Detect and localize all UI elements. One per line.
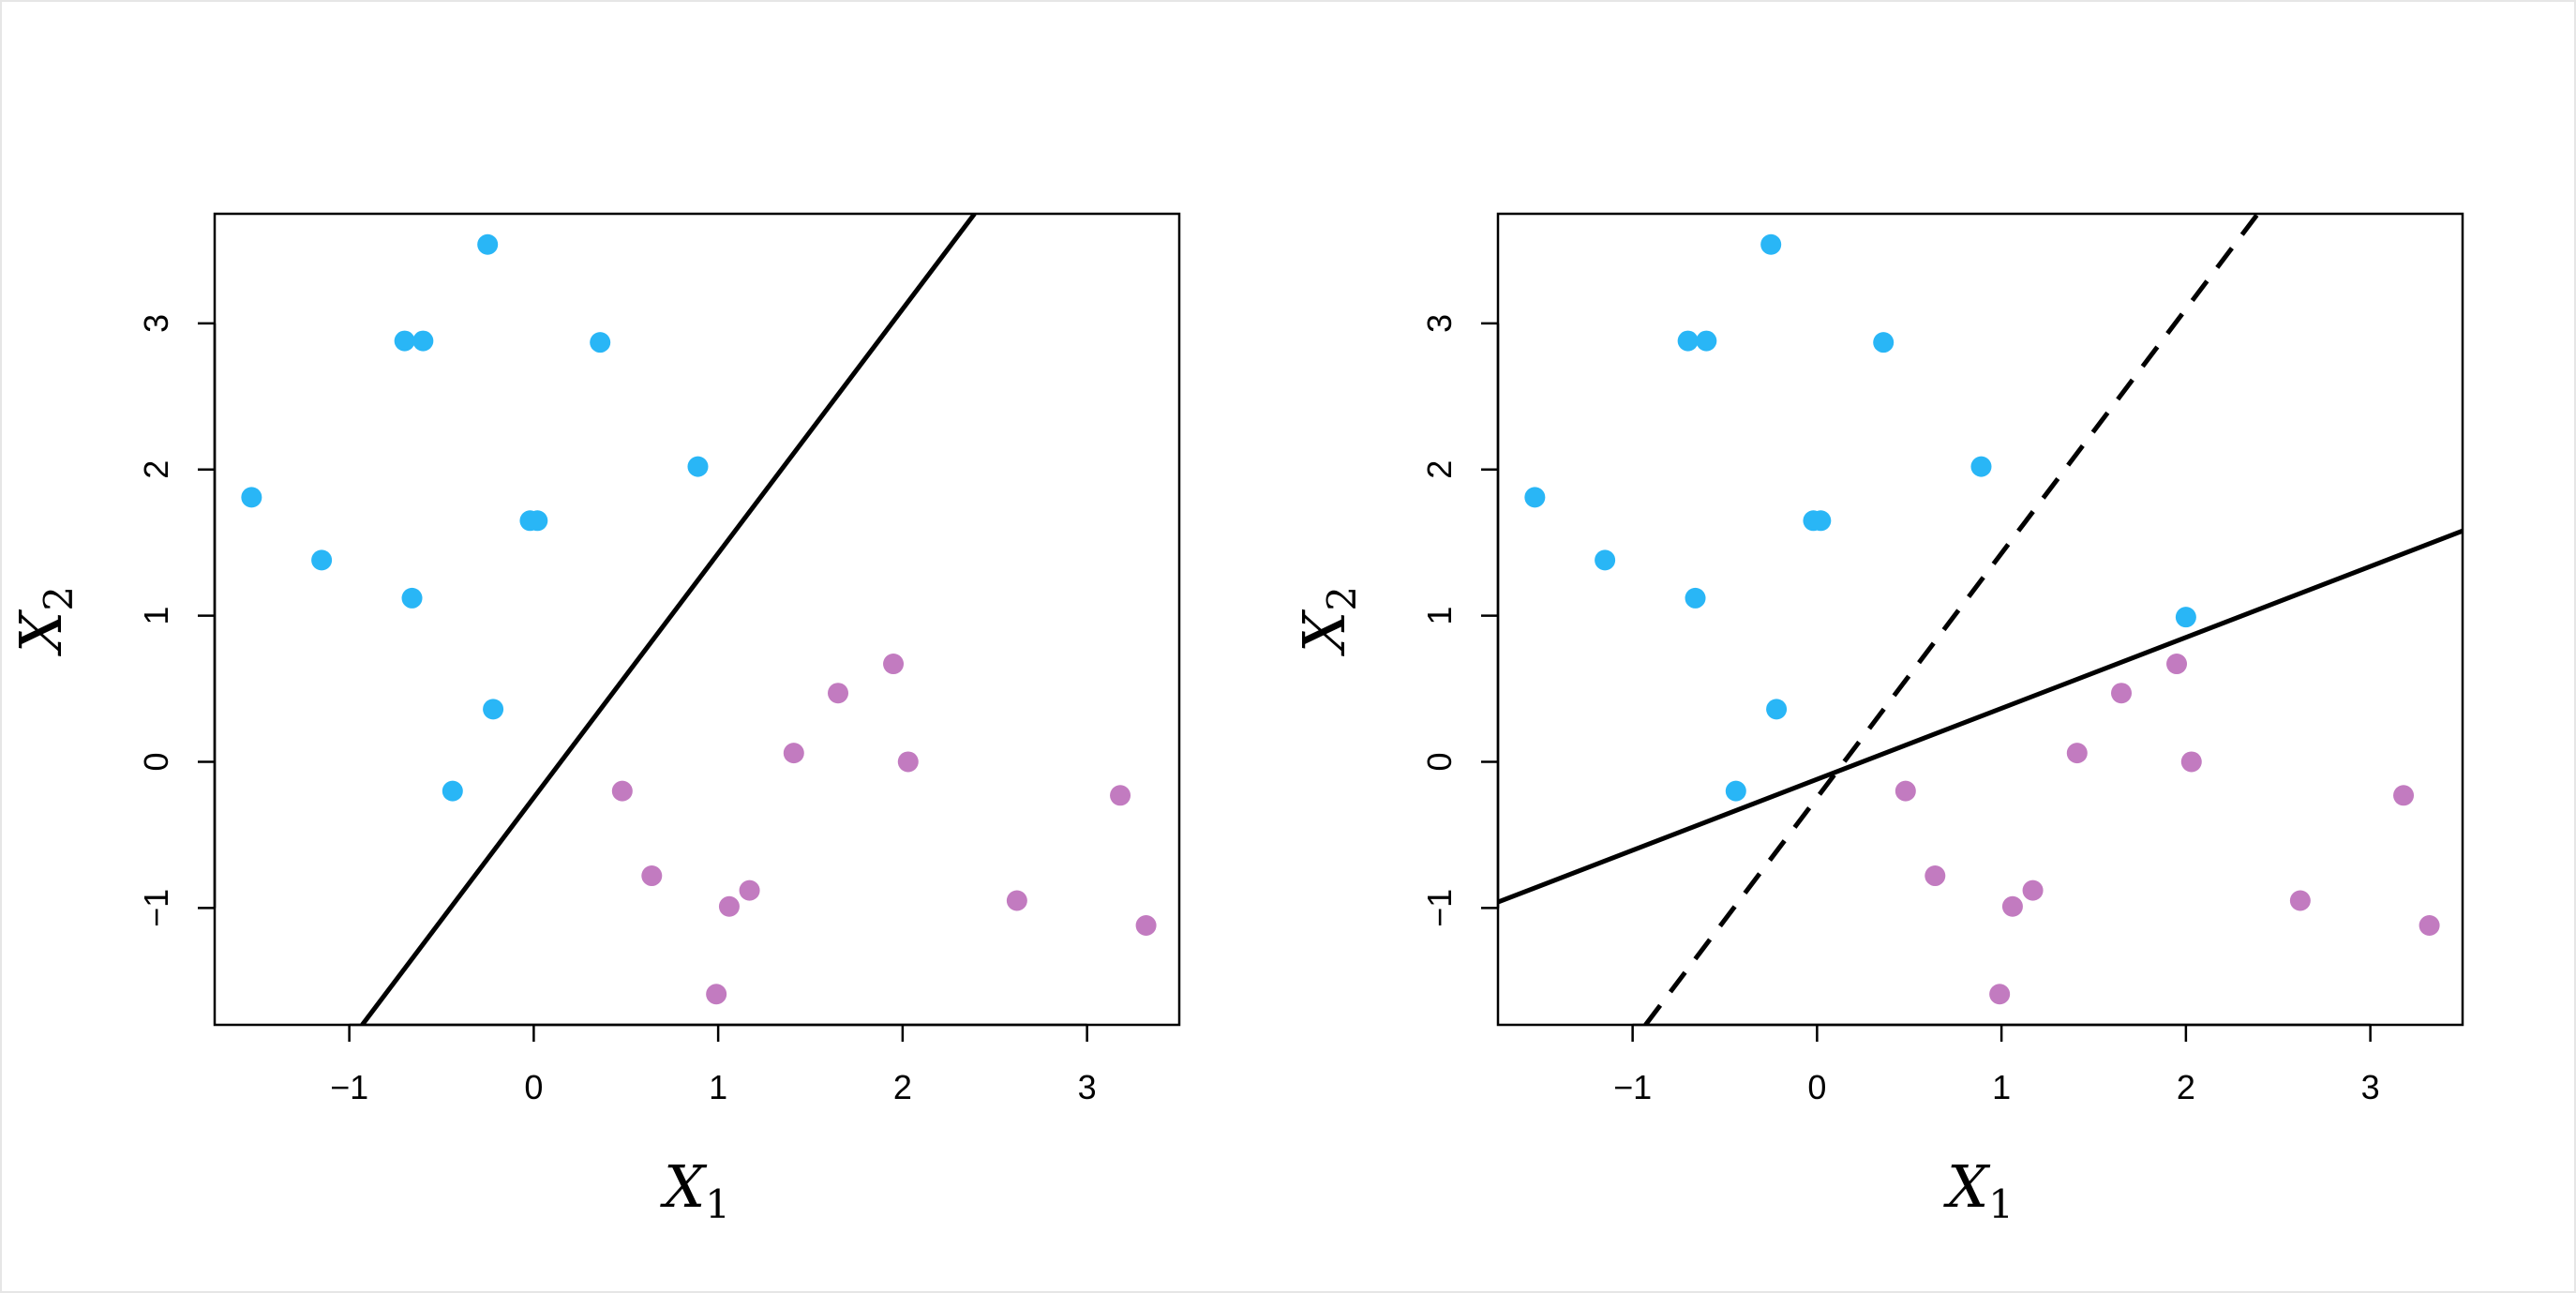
data-point-class-a	[1766, 699, 1788, 720]
y-tick-label: 3	[1420, 314, 1459, 333]
data-point-class-b	[1895, 780, 1916, 802]
data-point-class-a	[1725, 780, 1746, 802]
data-point-class-b	[897, 751, 919, 773]
x-tick-label: 1	[709, 1068, 727, 1106]
solid-boundary-line	[360, 214, 977, 1025]
data-point-class-a	[483, 699, 504, 720]
y-tick-label: −1	[137, 889, 175, 927]
data-point-class-b	[2166, 654, 2188, 675]
data-point-class-b	[2393, 785, 2415, 806]
y-tick-label: 0	[1420, 752, 1459, 771]
data-point-class-b	[2111, 683, 2133, 704]
data-point-class-a	[1524, 487, 1546, 508]
data-point-class-a	[1685, 587, 1706, 609]
data-point-class-b	[718, 895, 740, 917]
data-point-class-a	[401, 587, 423, 609]
data-point-class-a	[477, 233, 499, 255]
x-axis-title: X1	[1943, 1152, 2014, 1227]
data-point-class-b	[1135, 915, 1157, 937]
data-point-class-b	[1110, 785, 1131, 806]
data-point-class-a	[1760, 233, 1782, 255]
data-point-class-a	[590, 332, 611, 353]
x-tick-label: −1	[330, 1068, 368, 1106]
right-scatter-panel: −1 0 1 2 3 −1 0 1 2 3 X1 X2	[1290, 212, 2464, 1227]
data-point-class-a	[2175, 607, 2196, 628]
data-point-class-b	[2001, 895, 2023, 917]
data-point-class-a	[1810, 510, 1832, 532]
data-point-class-b	[883, 654, 905, 675]
data-point-class-a	[412, 330, 434, 352]
data-point-class-a	[311, 549, 333, 571]
data-point-class-b	[611, 780, 633, 802]
plot-frame	[1496, 212, 2464, 1027]
data-point-class-b	[739, 880, 760, 901]
x-tick-label: −1	[1613, 1068, 1652, 1106]
data-point-class-b	[828, 683, 849, 704]
data-point-class-a	[394, 330, 415, 352]
x-tick-label: 0	[524, 1068, 543, 1106]
y-axis-title: X2	[7, 586, 82, 656]
data-point-class-a	[1677, 330, 1699, 352]
y-tick-label: 0	[137, 752, 175, 771]
x-tick-label: 1	[1992, 1068, 2011, 1106]
data-point-class-a	[1873, 332, 1895, 353]
x-tick-label: 3	[2361, 1068, 2380, 1106]
y-tick-label: 2	[1420, 460, 1459, 479]
data-point-class-a	[1970, 456, 1992, 477]
y-tick-label: 1	[1420, 607, 1459, 625]
data-point-class-a	[687, 456, 709, 477]
data-point-class-a	[527, 510, 548, 532]
data-point-class-a	[1696, 330, 1717, 352]
data-point-class-b	[706, 984, 727, 1005]
data-point-class-b	[1006, 890, 1027, 911]
data-point-class-b	[641, 865, 663, 887]
plot-frame	[213, 212, 1181, 1027]
data-point-class-b	[2022, 880, 2044, 901]
y-tick-label: −1	[1420, 889, 1459, 927]
x-tick-label: 2	[2177, 1068, 2195, 1106]
y-tick-label: 1	[137, 607, 175, 625]
data-point-class-a	[1595, 549, 1616, 571]
data-point-class-a	[442, 780, 463, 802]
y-tick-label: 2	[137, 460, 175, 479]
x-axis-title: X1	[660, 1152, 730, 1227]
left-scatter-panel: −1 0 1 2 3 −1 0 1 2 3 X1 X2	[7, 212, 1181, 1227]
data-point-class-b	[2180, 751, 2202, 773]
data-point-class-b	[2289, 890, 2311, 911]
dashed-boundary-line	[1643, 214, 2260, 1025]
data-point-class-b	[2066, 743, 2088, 764]
x-tick-label: 0	[1807, 1068, 1826, 1106]
data-point-class-b	[783, 743, 804, 764]
solid-boundary-line	[1498, 528, 2463, 905]
x-tick-label: 3	[1078, 1068, 1097, 1106]
data-point-class-b	[1989, 984, 2011, 1005]
x-tick-label: 2	[893, 1068, 912, 1106]
y-axis-title: X2	[1290, 586, 1365, 656]
data-point-class-b	[2419, 915, 2440, 937]
data-point-class-b	[1925, 865, 1946, 887]
data-point-class-a	[241, 487, 262, 508]
y-tick-label: 3	[137, 314, 175, 333]
